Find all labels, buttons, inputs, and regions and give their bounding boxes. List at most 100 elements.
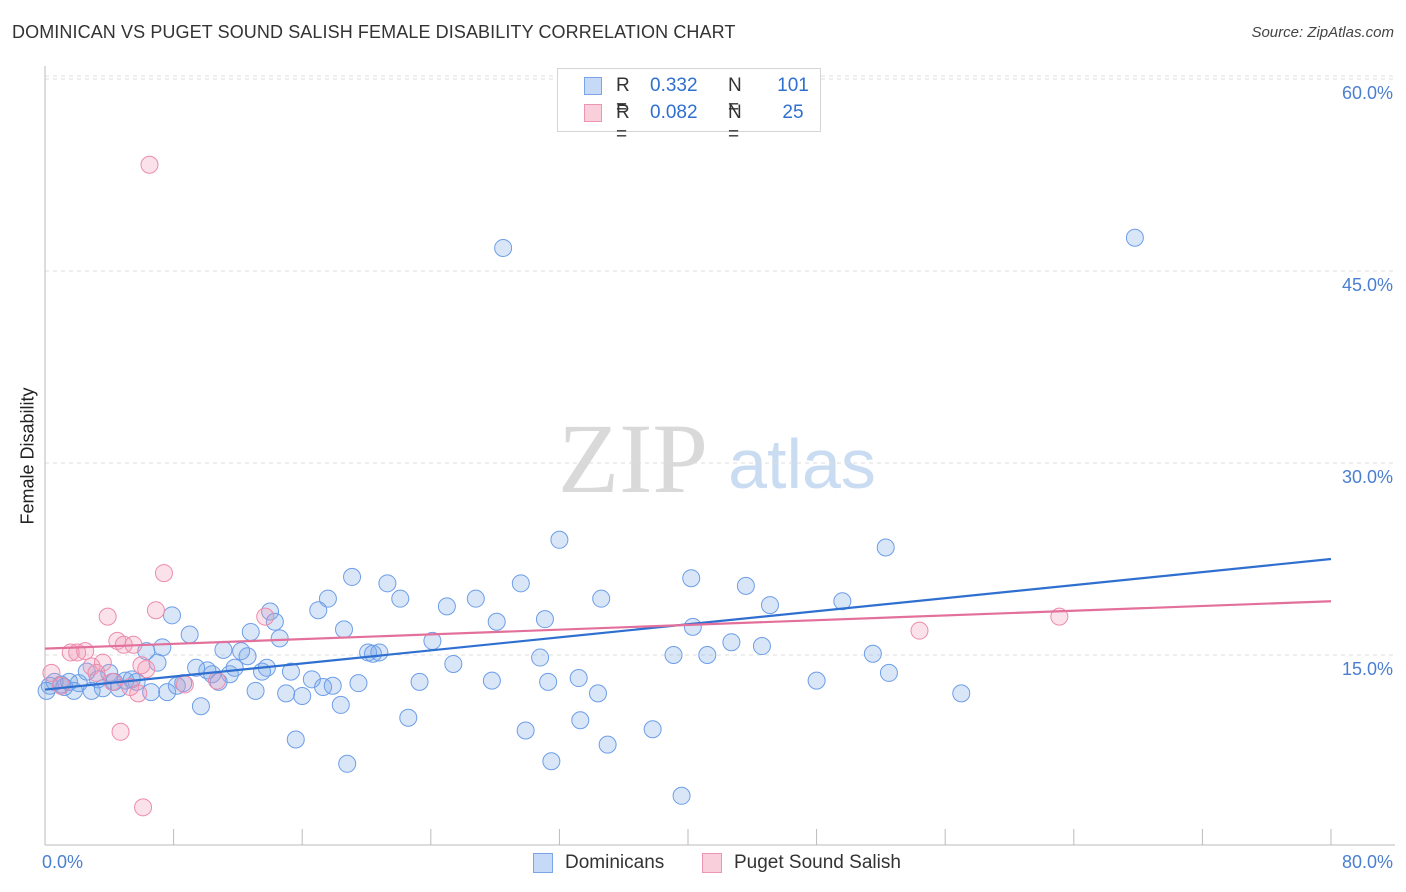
dominican-point — [82, 681, 101, 700]
dominican-point — [399, 708, 418, 727]
dominican-point — [265, 612, 284, 631]
dominican-point — [487, 612, 506, 631]
y-tick-label: 30.0% — [1341, 467, 1393, 487]
dominican-point — [309, 601, 328, 620]
dominican-point — [370, 643, 389, 662]
puget-sound-salish-point — [98, 607, 117, 626]
dominican-point — [833, 592, 852, 611]
dominican-point — [187, 658, 206, 677]
dominican-point — [378, 574, 397, 593]
dominican-point — [952, 684, 971, 703]
watermark: ZIP atlas — [558, 403, 876, 514]
puget-sound-salish-point — [137, 660, 156, 679]
r-value: 0.332 — [650, 75, 698, 96]
dominican-point — [158, 683, 177, 702]
dominican-point — [334, 620, 353, 639]
dominican-point — [343, 567, 362, 586]
dominican-point — [643, 720, 662, 739]
dominican-point — [410, 672, 429, 691]
dominican-point — [807, 671, 826, 690]
dominican-point — [863, 644, 882, 663]
dominican-point — [511, 574, 530, 593]
dominican-point — [180, 625, 199, 644]
dominican-point — [191, 697, 210, 716]
n-label: N = — [728, 102, 742, 145]
dominican-point — [736, 576, 755, 595]
puget-sound-salish-point — [208, 671, 227, 690]
axes — [44, 66, 1395, 846]
dominican-point — [494, 238, 513, 257]
dominican-point — [277, 684, 296, 703]
n-value: 25 — [782, 102, 804, 123]
dominican-point — [214, 640, 233, 659]
dominican-point — [162, 606, 181, 625]
puget-sound-salish-point — [87, 663, 106, 682]
puget-sound-salish-point — [140, 155, 159, 174]
n-label: N = — [728, 75, 742, 118]
dominican-point — [760, 596, 779, 615]
dominican-point — [363, 644, 382, 663]
puget-sound-salish-point — [52, 676, 71, 695]
stats-legend: R = 0.332 N = 101 R = 0.082 N = 25 — [557, 68, 821, 145]
dominican-point — [261, 602, 280, 621]
dominican-point — [571, 711, 590, 730]
dominicans-legend-swatch — [533, 853, 553, 873]
watermark-atlas: atlas — [728, 425, 876, 503]
dominican-point — [444, 654, 463, 673]
y-tick-label: 45.0% — [1341, 275, 1393, 295]
dominican-point — [592, 589, 611, 608]
watermark-zip: ZIP — [558, 403, 708, 514]
dominican-point — [672, 786, 691, 805]
puget-sound-salish-point — [146, 601, 165, 620]
y-tick-label: 15.0% — [1341, 659, 1393, 679]
x-tick-label: 0.0% — [42, 852, 84, 872]
puget-sound-salish-swatch — [584, 104, 602, 122]
dominican-point — [338, 754, 357, 773]
dominican-point — [318, 589, 337, 608]
puget-sound-salish-point — [175, 675, 194, 694]
legend-label-dominicans: Dominicans — [565, 852, 665, 873]
series-legend: Dominicans Puget Sound Salish — [0, 851, 1406, 877]
dominican-point — [349, 674, 368, 693]
dominican-point — [664, 646, 683, 664]
dominican-point — [246, 681, 265, 700]
gridlines — [45, 75, 1395, 656]
dominican-point — [569, 669, 588, 688]
dominican-point — [752, 637, 771, 656]
dominican-point — [535, 610, 554, 629]
dominican-point — [241, 622, 260, 641]
legend-label-puget-sound-salish: Puget Sound Salish — [734, 852, 901, 873]
puget-sound-salish-point — [256, 607, 275, 626]
dominican-point — [550, 530, 569, 549]
r-value: 0.082 — [650, 102, 698, 123]
dominican-point — [323, 676, 342, 695]
dominican-point — [879, 663, 898, 682]
dominican-point — [437, 597, 456, 616]
puget-sound-salish-point — [76, 642, 95, 661]
data-points — [37, 155, 1144, 817]
dominican-point — [238, 647, 257, 666]
dominican-point — [314, 678, 333, 696]
n-value: 101 — [777, 75, 809, 96]
puget-sound-salish-point — [910, 621, 929, 640]
r-label: R = — [616, 75, 630, 118]
r-label: R = — [616, 102, 630, 145]
puget-sound-salish-point — [129, 684, 148, 703]
puget-sound-salish-legend-swatch — [702, 853, 722, 873]
puget-sound-salish-trend-line — [44, 600, 1332, 650]
puget-sound-salish-point — [111, 722, 130, 741]
chart-title: DOMINICAN VS PUGET SOUND SALISH FEMALE D… — [12, 22, 736, 42]
y-tick-label: 60.0% — [1341, 83, 1393, 103]
dominican-point — [683, 617, 702, 636]
dominican-point — [482, 671, 501, 690]
dominican-point — [225, 658, 244, 677]
dominican-point — [516, 721, 535, 740]
dominican-point — [142, 683, 161, 702]
dominicans-swatch — [584, 77, 602, 95]
dominican-point — [270, 629, 289, 648]
dominican-point — [37, 681, 56, 700]
dominican-point — [542, 752, 561, 771]
dominican-point — [598, 735, 617, 754]
puget-sound-salish-point — [93, 653, 112, 672]
